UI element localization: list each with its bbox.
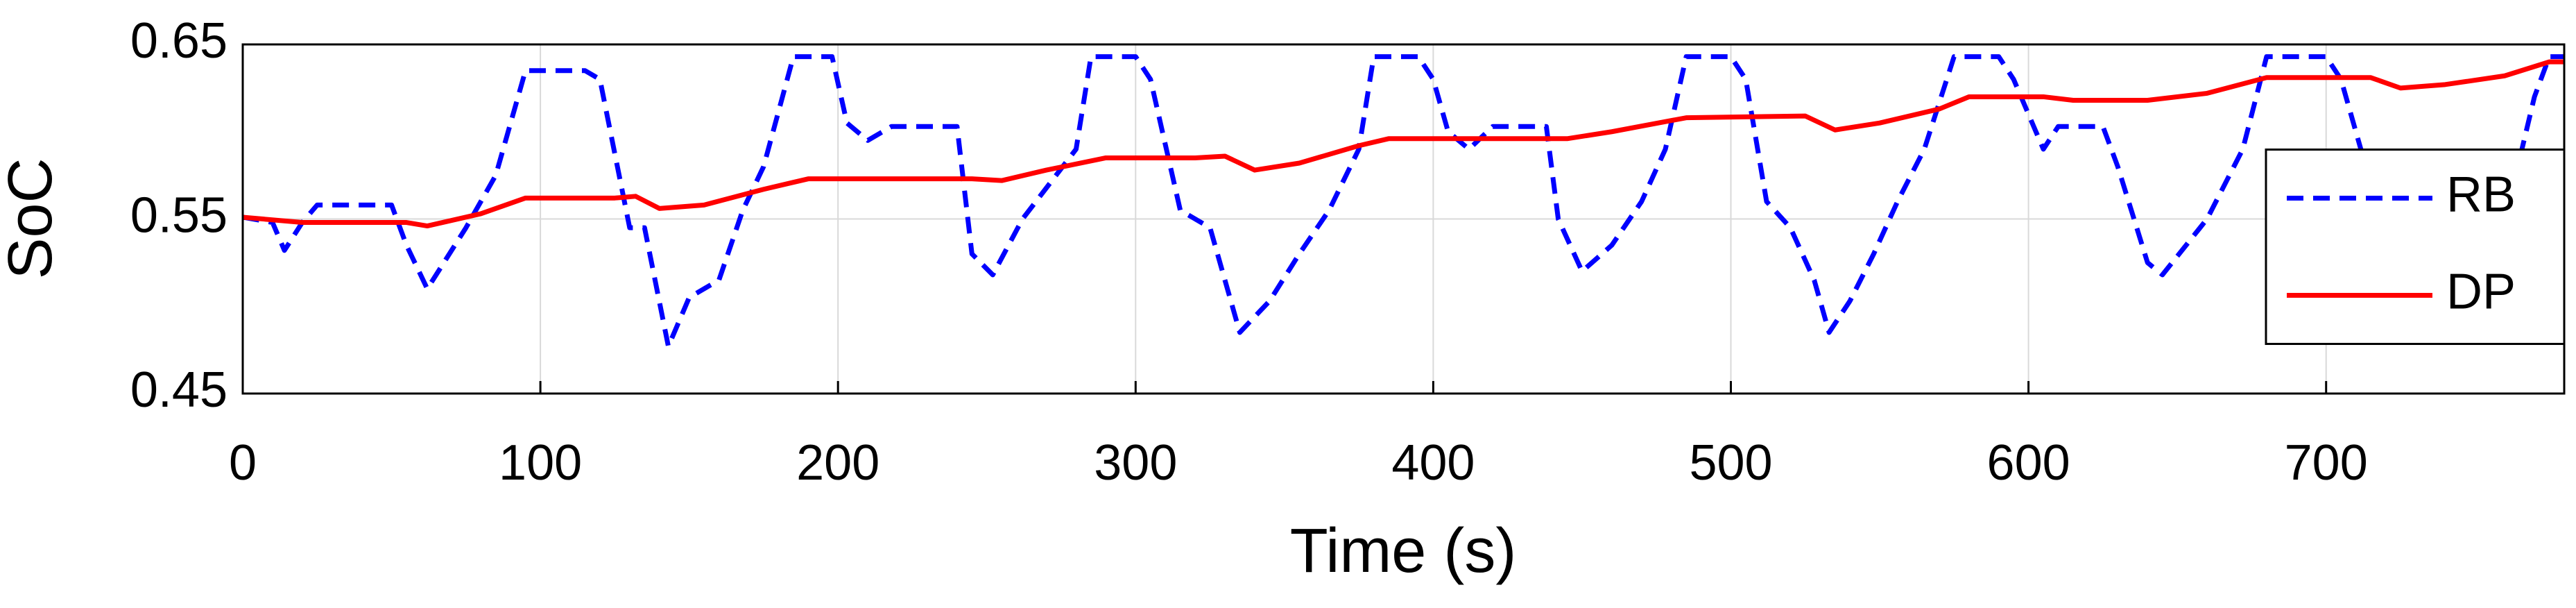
y-tick-label: 0.65 — [130, 13, 227, 69]
x-tick-label: 700 — [2285, 435, 2368, 491]
legend-box — [2265, 149, 2566, 345]
series-line — [242, 54, 2564, 349]
y-axis-label: SoC — [0, 158, 65, 279]
x-tick-label: 200 — [796, 435, 879, 491]
x-tick-label: 600 — [1987, 435, 2070, 491]
series-line — [242, 59, 2564, 229]
x-tick-label: 100 — [499, 435, 582, 491]
x-tick-label: 0 — [229, 435, 257, 491]
legend-label: RB — [2446, 167, 2516, 223]
x-tick-label: 400 — [1391, 435, 1475, 491]
x-axis-label: Time (s) — [1290, 516, 1517, 586]
x-tick-label: 500 — [1689, 435, 1772, 491]
y-tick-label: 0.45 — [130, 362, 227, 418]
legend: RB DP — [2265, 149, 2566, 345]
y-tick-label: 0.55 — [130, 188, 227, 244]
x-tick-label: 300 — [1094, 435, 1177, 491]
legend-label: DP — [2446, 264, 2516, 320]
